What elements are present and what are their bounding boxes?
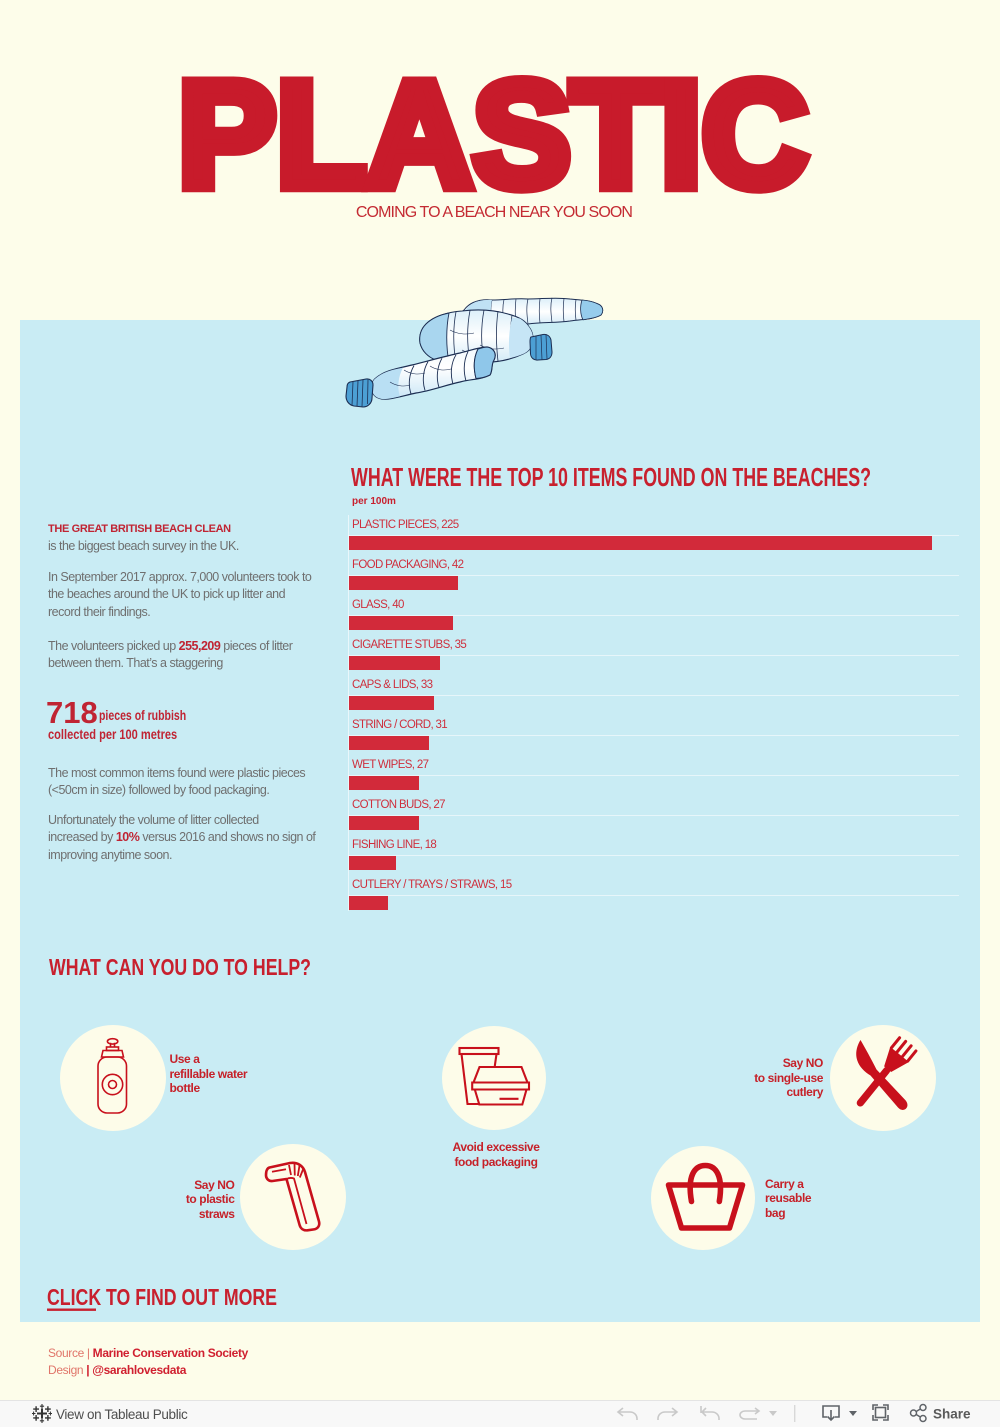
- svg-text:CLICK TO FIND OUT MORE: CLICK TO FIND OUT MORE: [47, 1284, 277, 1310]
- svg-text:WHAT WERE THE TOP 10 ITEMS FOU: WHAT WERE THE TOP 10 ITEMS FOUND ON THE …: [351, 462, 871, 492]
- svg-text:Share: Share: [933, 1407, 971, 1422]
- svg-text:PLASTIC: PLASTIC: [178, 59, 808, 204]
- svg-text:per 100m: per 100m: [352, 496, 396, 507]
- svg-text:WHAT CAN YOU DO TO HELP?: WHAT CAN YOU DO TO HELP?: [49, 954, 311, 980]
